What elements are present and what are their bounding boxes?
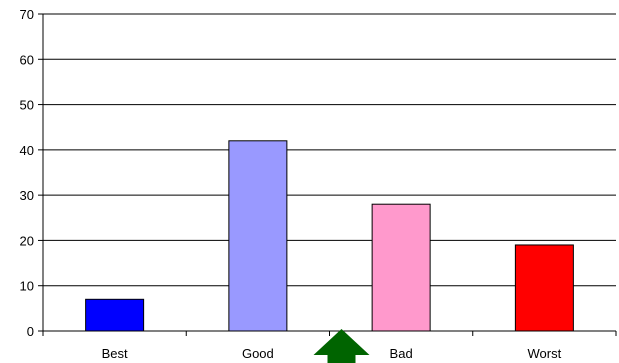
x-tick-label: Worst (528, 346, 562, 361)
bar-worst (514, 244, 574, 332)
axes (42, 14, 617, 336)
up-arrow-icon (313, 329, 370, 363)
x-tick-label: Bad (390, 346, 413, 361)
y-tick-label: 70 (20, 7, 34, 22)
gridlines (43, 13, 616, 287)
y-axis-ticks: 0 10 20 30 40 50 60 70 (20, 7, 43, 339)
x-tick-label: Good (242, 346, 274, 361)
y-tick-label: 60 (20, 52, 34, 67)
bars (85, 140, 574, 332)
y-tick-label: 40 (20, 143, 34, 158)
bar-best (85, 298, 145, 332)
y-tick-label: 50 (20, 98, 34, 113)
y-tick-label: 20 (20, 233, 34, 248)
x-tick-label: Best (102, 346, 128, 361)
y-tick-label: 10 (20, 279, 34, 294)
x-axis-labels: Best Good Bad Worst (102, 346, 562, 361)
y-tick-label: 30 (20, 188, 34, 203)
bar-bad (371, 203, 431, 332)
arrow-annotation (313, 329, 370, 363)
bar-good (228, 140, 288, 332)
y-tick-label: 0 (27, 324, 34, 339)
